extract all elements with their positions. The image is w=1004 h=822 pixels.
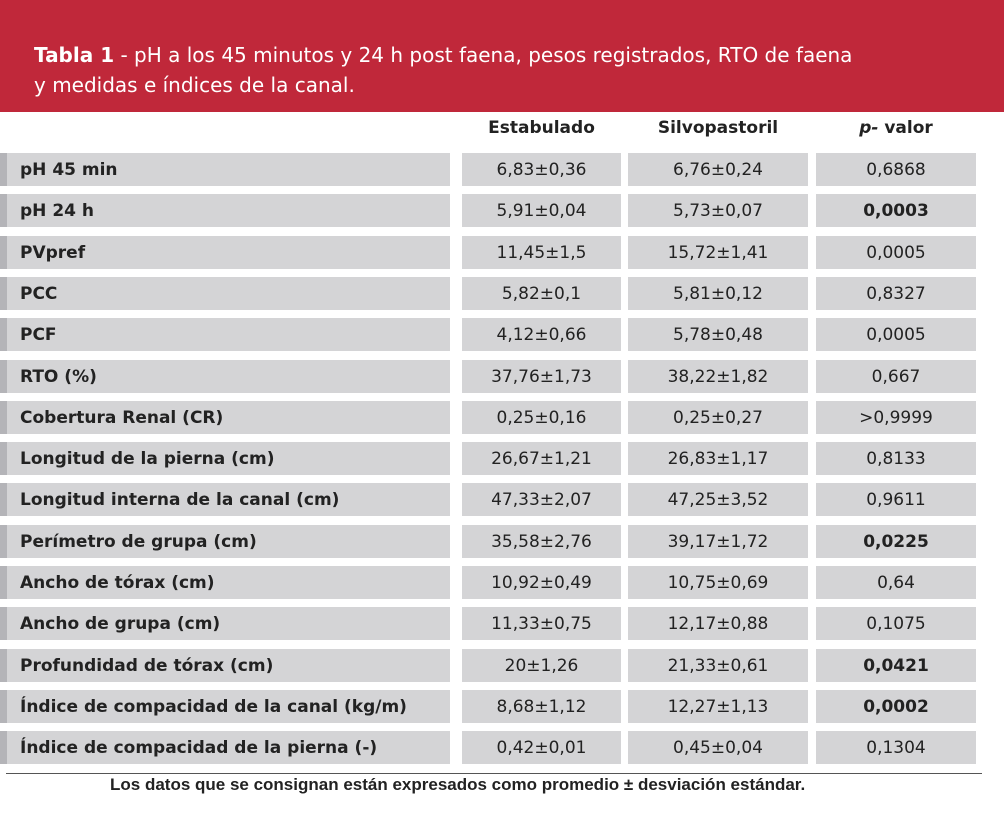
cell-estabulado: 35,58±2,76 (462, 525, 621, 558)
cell-silvopastoril: 5,73±0,07 (628, 194, 808, 227)
table-row: PCC 5,82±0,1 5,81±0,12 0,8327 (0, 277, 1004, 310)
cell-silvopastoril: 21,33±0,61 (628, 649, 808, 682)
cell-p-valor: 0,6868 (816, 153, 976, 186)
cell-p-valor: 0,0003 (816, 194, 976, 227)
row-label: Perímetro de grupa (cm) (0, 525, 450, 558)
cell-p-valor: 0,667 (816, 360, 976, 393)
table-row: Índice de compacidad de la canal (kg/m) 8… (0, 690, 1004, 723)
cell-p-valor: 0,0005 (816, 318, 976, 351)
row-label: RTO (%) (0, 360, 450, 393)
row-label: pH 45 min (0, 153, 450, 186)
cell-p-valor: 0,0005 (816, 236, 976, 269)
cell-estabulado: 0,42±0,01 (462, 731, 621, 764)
cell-p-valor: 0,1075 (816, 607, 976, 640)
table-title-line2: y medidas e índices de la canal. (34, 73, 355, 97)
table-row: PVpref 11,45±1,5 15,72±1,41 0,0005 (0, 236, 1004, 269)
cell-p-valor: 0,0421 (816, 649, 976, 682)
row-label: PVpref (0, 236, 450, 269)
table-row: Longitud de la pierna (cm) 26,67±1,21 26,8… (0, 442, 1004, 475)
cell-silvopastoril: 10,75±0,69 (628, 566, 808, 599)
table-row: Perímetro de grupa (cm) 35,58±2,76 39,17±1… (0, 525, 1004, 558)
cell-p-valor: 0,9611 (816, 483, 976, 516)
cell-silvopastoril: 5,78±0,48 (628, 318, 808, 351)
cell-silvopastoril: 47,25±3,52 (628, 483, 808, 516)
cell-estabulado: 10,92±0,49 (462, 566, 621, 599)
cell-silvopastoril: 6,76±0,24 (628, 153, 808, 186)
cell-estabulado: 6,83±0,36 (462, 153, 621, 186)
table-row: PCF 4,12±0,66 5,78±0,48 0,0005 (0, 318, 1004, 351)
table-row: Índice de compacidad de la pierna (-) 0,4… (0, 731, 1004, 764)
cell-p-valor: 0,8327 (816, 277, 976, 310)
column-header-p-valor: p- valor (816, 118, 976, 138)
cell-estabulado: 20±1,26 (462, 649, 621, 682)
cell-silvopastoril: 5,81±0,12 (628, 277, 808, 310)
cell-silvopastoril: 12,27±1,13 (628, 690, 808, 723)
row-label: Cobertura Renal (CR) (0, 401, 450, 434)
cell-estabulado: 47,33±2,07 (462, 483, 621, 516)
cell-estabulado: 5,91±0,04 (462, 194, 621, 227)
cell-estabulado: 8,68±1,12 (462, 690, 621, 723)
column-header-p-prefix: p- (859, 118, 879, 138)
cell-p-valor: 0,0002 (816, 690, 976, 723)
table-title-text: - pH a los 45 minutos y 24 h post faena,… (114, 43, 853, 67)
cell-p-valor: >0,9999 (816, 401, 976, 434)
table-title-number: Tabla 1 (34, 43, 115, 67)
table-row: Cobertura Renal (CR) 0,25±0,16 0,25±0,27 >0… (0, 401, 1004, 434)
row-label: pH 24 h (0, 194, 450, 227)
cell-silvopastoril: 15,72±1,41 (628, 236, 808, 269)
row-label: Longitud de la pierna (cm) (0, 442, 450, 475)
row-label: Longitud interna de la canal (cm) (0, 483, 450, 516)
cell-silvopastoril: 12,17±0,88 (628, 607, 808, 640)
table-row: pH 24 h 5,91±0,04 5,73±0,07 0,0003 (0, 194, 1004, 227)
cell-silvopastoril: 39,17±1,72 (628, 525, 808, 558)
footnote: Los datos que se consignan están expresa… (110, 775, 806, 794)
cell-p-valor: 0,1304 (816, 731, 976, 764)
row-label: Ancho de tórax (cm) (0, 566, 450, 599)
cell-p-valor: 0,8133 (816, 442, 976, 475)
column-header-estabulado: Estabulado (488, 118, 595, 138)
row-label: Índice de compacidad de la canal (kg/m) (0, 690, 450, 723)
title-banner: Tabla 1 - pH a los 45 minutos y 24 h pos… (0, 0, 1004, 112)
cell-p-valor: 0,64 (816, 566, 976, 599)
row-label: PCC (0, 277, 450, 310)
table-row: Longitud interna de la canal (cm) 47,33±2… (0, 483, 1004, 516)
cell-silvopastoril: 26,83±1,17 (628, 442, 808, 475)
table-row: Profundidad de tórax (cm) 20±1,26 21,33±0,… (0, 649, 1004, 682)
table-row: Ancho de tórax (cm) 10,92±0,49 10,75±0,69 0… (0, 566, 1004, 599)
cell-estabulado: 37,76±1,73 (462, 360, 621, 393)
column-header-p-suffix: valor (878, 118, 933, 138)
cell-estabulado: 0,25±0,16 (462, 401, 621, 434)
row-label: PCF (0, 318, 450, 351)
cell-silvopastoril: 0,45±0,04 (628, 731, 808, 764)
cell-estabulado: 4,12±0,66 (462, 318, 621, 351)
row-label: Ancho de grupa (cm) (0, 607, 450, 640)
cell-silvopastoril: 0,25±0,27 (628, 401, 808, 434)
cell-silvopastoril: 38,22±1,82 (628, 360, 808, 393)
row-label: Índice de compacidad de la pierna (-) (0, 731, 450, 764)
row-label: Profundidad de tórax (cm) (0, 649, 450, 682)
column-header-silvopastoril: Silvopastoril (657, 118, 779, 138)
footnote-divider (6, 773, 982, 774)
cell-estabulado: 11,33±0,75 (462, 607, 621, 640)
table-row: Ancho de grupa (cm) 11,33±0,75 12,17±0,88 0… (0, 607, 1004, 640)
cell-estabulado: 5,82±0,1 (462, 277, 621, 310)
table-title: Tabla 1 - pH a los 45 minutos y 24 h pos… (34, 40, 934, 100)
table-row: pH 45 min 6,83±0,36 6,76±0,24 0,6868 (0, 153, 1004, 186)
table-row: RTO (%) 37,76±1,73 38,22±1,82 0,667 (0, 360, 1004, 393)
cell-p-valor: 0,0225 (816, 525, 976, 558)
cell-estabulado: 11,45±1,5 (462, 236, 621, 269)
cell-estabulado: 26,67±1,21 (462, 442, 621, 475)
